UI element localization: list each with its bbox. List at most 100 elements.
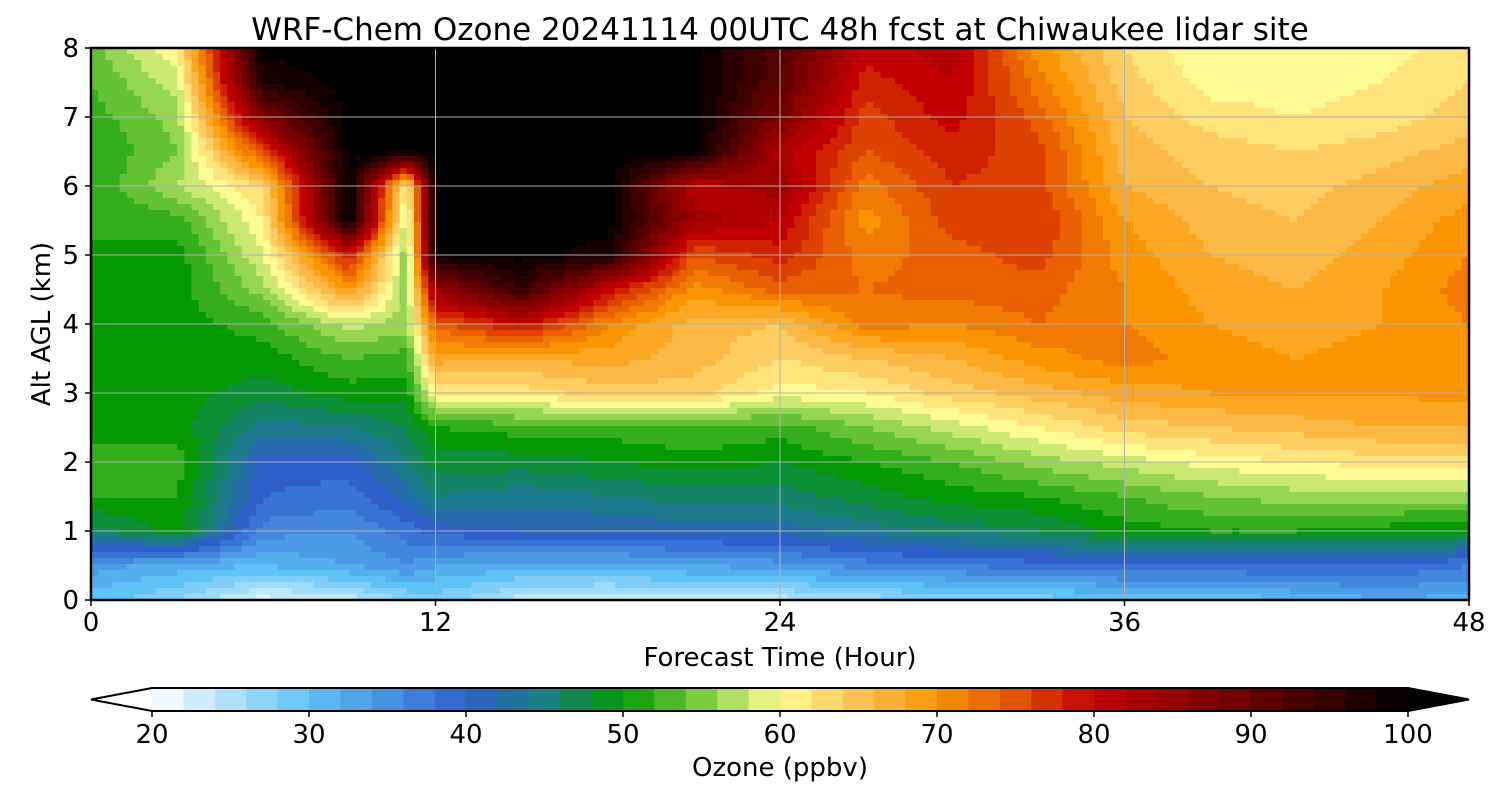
contour-cell xyxy=(342,246,350,253)
contour-cell xyxy=(1059,216,1083,223)
contour-cell xyxy=(902,204,932,211)
contour-cell xyxy=(256,552,300,559)
contour-cell xyxy=(1325,192,1413,199)
contour-cell xyxy=(428,276,437,283)
contour-cell xyxy=(177,570,350,577)
contour-cell xyxy=(1052,198,1075,205)
contour-cell xyxy=(672,204,681,211)
contour-cell xyxy=(241,540,257,547)
contour-cell xyxy=(421,414,429,421)
contour-cell xyxy=(428,354,437,361)
contour-cell xyxy=(370,474,401,481)
contour-cell xyxy=(284,246,293,253)
contour-cell xyxy=(91,504,193,511)
contour-cell xyxy=(421,342,429,349)
contour-cell xyxy=(299,360,408,367)
contour-cell xyxy=(184,462,200,469)
contour-cell xyxy=(435,264,458,271)
contour-cell xyxy=(313,510,358,517)
contour-cell xyxy=(765,438,788,445)
contour-cell xyxy=(858,288,874,295)
contour-cell xyxy=(248,486,286,493)
contour-cell xyxy=(959,420,1018,427)
contour-cell xyxy=(91,288,193,295)
contour-cell xyxy=(801,444,874,451)
contour-cell xyxy=(284,234,293,241)
contour-cell xyxy=(399,216,408,223)
contour-cell xyxy=(141,576,214,583)
contour-cell xyxy=(1196,306,1384,313)
contour-cell xyxy=(327,576,386,583)
contour-cell xyxy=(198,408,243,415)
contour-cell xyxy=(284,402,408,409)
contour-cell xyxy=(413,156,422,163)
contour-cell xyxy=(435,306,458,313)
contour-cell xyxy=(543,372,695,379)
contour-cell xyxy=(973,60,989,67)
contour-cell xyxy=(227,462,243,469)
contour-cell xyxy=(851,168,903,175)
contour-cell xyxy=(535,294,551,301)
contour-cell xyxy=(514,414,752,421)
contour-cell xyxy=(141,96,178,103)
contour-cell xyxy=(1102,450,1197,457)
contour-cell xyxy=(234,480,250,487)
contour-cell xyxy=(708,138,724,145)
contour-cell xyxy=(263,186,272,193)
contour-cell xyxy=(385,306,401,313)
contour-cell xyxy=(830,186,846,193)
contour-cell xyxy=(392,210,401,217)
contour-cell xyxy=(1074,432,1147,439)
contour-cell xyxy=(299,162,307,169)
contour-cell xyxy=(765,96,788,103)
contour-cell xyxy=(291,258,300,265)
contour-cell xyxy=(205,402,257,409)
contour-cell xyxy=(378,300,386,307)
contour-cell xyxy=(299,210,307,217)
contour-cell xyxy=(1031,54,1061,61)
contour-cell xyxy=(306,312,329,319)
contour-cell xyxy=(248,84,257,91)
contour-cell xyxy=(320,174,329,181)
contour-cell xyxy=(335,96,702,103)
contour-cell xyxy=(1052,126,1075,133)
contour-cell xyxy=(248,534,286,541)
contour-cell xyxy=(1404,264,1463,271)
contour-cell xyxy=(241,192,264,199)
contour-cell xyxy=(213,96,221,103)
contour-cell xyxy=(945,576,1118,583)
contour-cell xyxy=(844,180,860,187)
contour-cell xyxy=(457,306,487,313)
y-tick-label: 1 xyxy=(62,517,79,547)
contour-cell xyxy=(428,486,508,493)
contour-cell xyxy=(392,174,401,181)
contour-cell xyxy=(91,450,185,457)
contour-cell xyxy=(277,180,286,187)
contour-cell xyxy=(579,348,659,355)
contour-cell xyxy=(428,186,437,193)
contour-cell xyxy=(772,360,803,367)
contour-cell xyxy=(966,96,996,103)
contour-cell xyxy=(241,474,257,481)
colorbar-band xyxy=(685,688,718,711)
contour-cell xyxy=(299,264,307,271)
contour-cell xyxy=(241,150,257,157)
contour-cell xyxy=(1361,594,1427,600)
contour-cell xyxy=(227,450,250,457)
contour-cell xyxy=(1045,72,1068,79)
contour-cell xyxy=(1346,246,1420,253)
contour-cell xyxy=(1375,324,1469,331)
contour-cell xyxy=(672,294,752,301)
contour-cell xyxy=(794,336,831,343)
contour-cell xyxy=(1124,288,1183,295)
contour-cell xyxy=(909,234,953,241)
contour-cell xyxy=(428,462,638,469)
contour-cell xyxy=(263,102,286,109)
contour-cell xyxy=(607,258,616,265)
contour-cell xyxy=(205,66,214,73)
contour-cell xyxy=(1074,198,1097,205)
contour-cell xyxy=(586,288,602,295)
contour-cell xyxy=(550,282,566,289)
contour-cell xyxy=(988,60,1004,67)
contour-cell xyxy=(1052,90,1075,97)
